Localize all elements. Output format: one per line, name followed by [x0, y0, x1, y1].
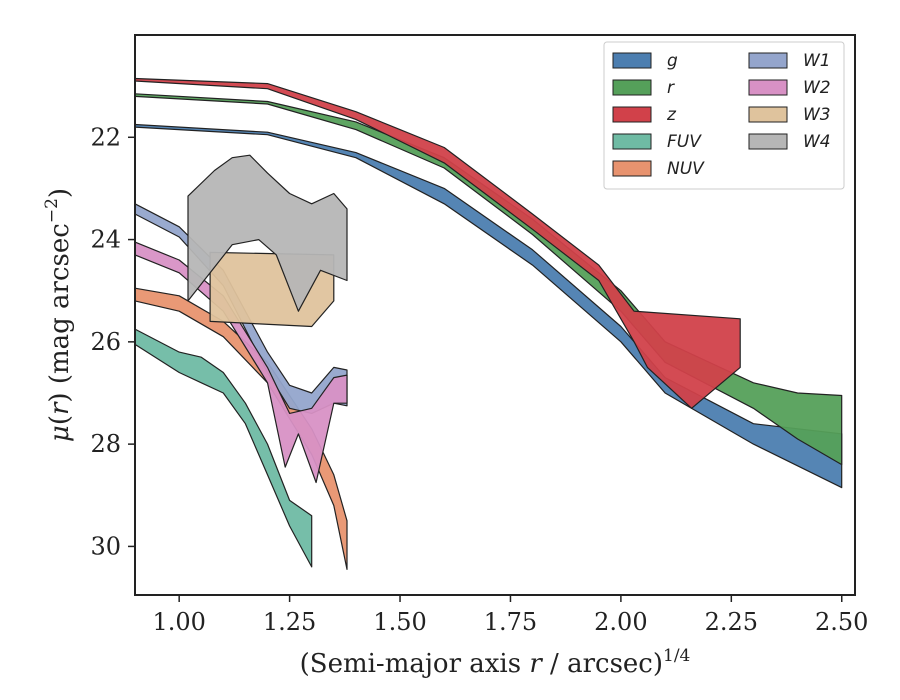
band-z	[134, 77, 741, 409]
y-axis-label: μ(r) (mag arcsec−2)	[42, 188, 75, 442]
legend-label-w3: W3	[803, 105, 831, 125]
x-axis-ticks: 1.00 1.25 1.50 1.75 2.00 2.25 2.50	[152, 595, 868, 636]
legend-label-w1: W1	[803, 51, 831, 71]
legend-swatch-w3	[748, 106, 788, 123]
y-tick-label: 30	[90, 532, 121, 560]
x-tick-label: 1.50	[373, 608, 426, 636]
legend-label-g: g	[667, 51, 678, 71]
y-tick-label: 22	[90, 123, 121, 151]
x-tick-label: 1.00	[152, 608, 205, 636]
x-axis-label: (Semi-major axis r / arcsec)1/4	[300, 646, 691, 679]
legend-swatch-g	[612, 52, 652, 69]
legend-swatch-r	[612, 79, 652, 96]
y-tick-label: 28	[90, 430, 121, 458]
legend-label-r: r	[667, 78, 675, 98]
band-w4	[187, 154, 348, 312]
x-tick-label: 1.25	[263, 608, 316, 636]
x-tick-label: 2.25	[705, 608, 758, 636]
y-tick-label: 24	[90, 226, 121, 254]
legend: grz FUV NUV W1 W2 W3 W4	[603, 41, 845, 190]
legend-label-z: z	[666, 105, 677, 125]
legend-swatch-fuv	[612, 133, 652, 150]
x-tick-label: 2.50	[815, 608, 868, 636]
legend-swatch-nuv	[612, 160, 652, 177]
y-tick-label: 26	[90, 328, 121, 356]
x-tick-label: 1.75	[484, 608, 537, 636]
legend-swatch-w4	[748, 133, 788, 150]
y-axis-ticks: 22 24 26 28 30	[90, 123, 135, 560]
x-tick-label: 2.00	[594, 608, 647, 636]
legend-swatch-z	[612, 106, 652, 123]
series-bands	[134, 77, 843, 571]
legend-label-nuv: NUV	[667, 159, 705, 179]
legend-swatch-w1	[748, 52, 788, 69]
legend-frame	[603, 41, 845, 190]
legend-swatch-w2	[748, 79, 788, 96]
legend-label-fuv: FUV	[667, 132, 702, 152]
band-fuv	[134, 328, 313, 568]
band-g	[134, 123, 843, 489]
legend-label-w2: W2	[803, 78, 831, 98]
legend-label-w4: W4	[803, 132, 831, 152]
plot-frame	[134, 34, 856, 596]
